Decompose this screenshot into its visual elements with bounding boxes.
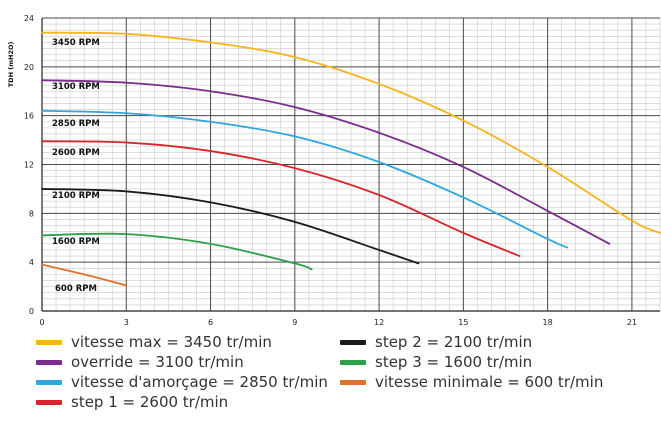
rpm-label: 600 RPM xyxy=(55,284,97,294)
y-axis-ticks: 0 4 8 12 16 20 24 xyxy=(24,14,34,316)
y-axis-label: TDH (mH2O) xyxy=(7,42,15,88)
y-tick-label: 0 xyxy=(29,307,34,316)
rpm-label: 3450 RPM xyxy=(52,38,100,48)
series-line-2 xyxy=(41,109,569,249)
series-curves xyxy=(41,31,661,287)
x-tick-label: 21 xyxy=(627,318,637,327)
y-tick-label: 20 xyxy=(24,63,34,72)
x-tick-label: 3 xyxy=(124,318,129,327)
rpm-label: 2100 RPM xyxy=(52,191,100,201)
x-tick-label: 0 xyxy=(39,318,44,327)
x-axis-ticks: 0 3 6 9 12 15 18 21 xyxy=(39,318,637,327)
series-line-6 xyxy=(41,263,128,287)
series-line-3 xyxy=(41,140,521,257)
rpm-label: 2600 RPM xyxy=(52,148,100,158)
y-tick-label: 12 xyxy=(24,161,34,170)
rpm-labels: 3450 RPM 3100 RPM 2850 RPM 2600 RPM 2100 RPM… xyxy=(52,38,100,294)
y-tick-label: 8 xyxy=(29,209,34,218)
x-tick-label: 12 xyxy=(374,318,384,327)
rpm-label: 3100 RPM xyxy=(52,82,100,92)
x-tick-label: 9 xyxy=(292,318,297,327)
series-line-0 xyxy=(41,31,661,234)
y-tick-label: 16 xyxy=(24,112,34,121)
x-tick-label: 15 xyxy=(458,318,468,327)
major-grid xyxy=(41,17,660,312)
series-line-4 xyxy=(41,188,420,265)
x-tick-label: 18 xyxy=(543,318,553,327)
series-line-5 xyxy=(41,232,313,271)
series-line-1 xyxy=(41,79,611,245)
rpm-label: 1600 RPM xyxy=(52,237,100,247)
rpm-label: 2850 RPM xyxy=(52,119,100,129)
x-tick-label: 6 xyxy=(208,318,213,327)
y-tick-label: 24 xyxy=(24,14,34,23)
y-tick-label: 4 xyxy=(29,258,34,267)
